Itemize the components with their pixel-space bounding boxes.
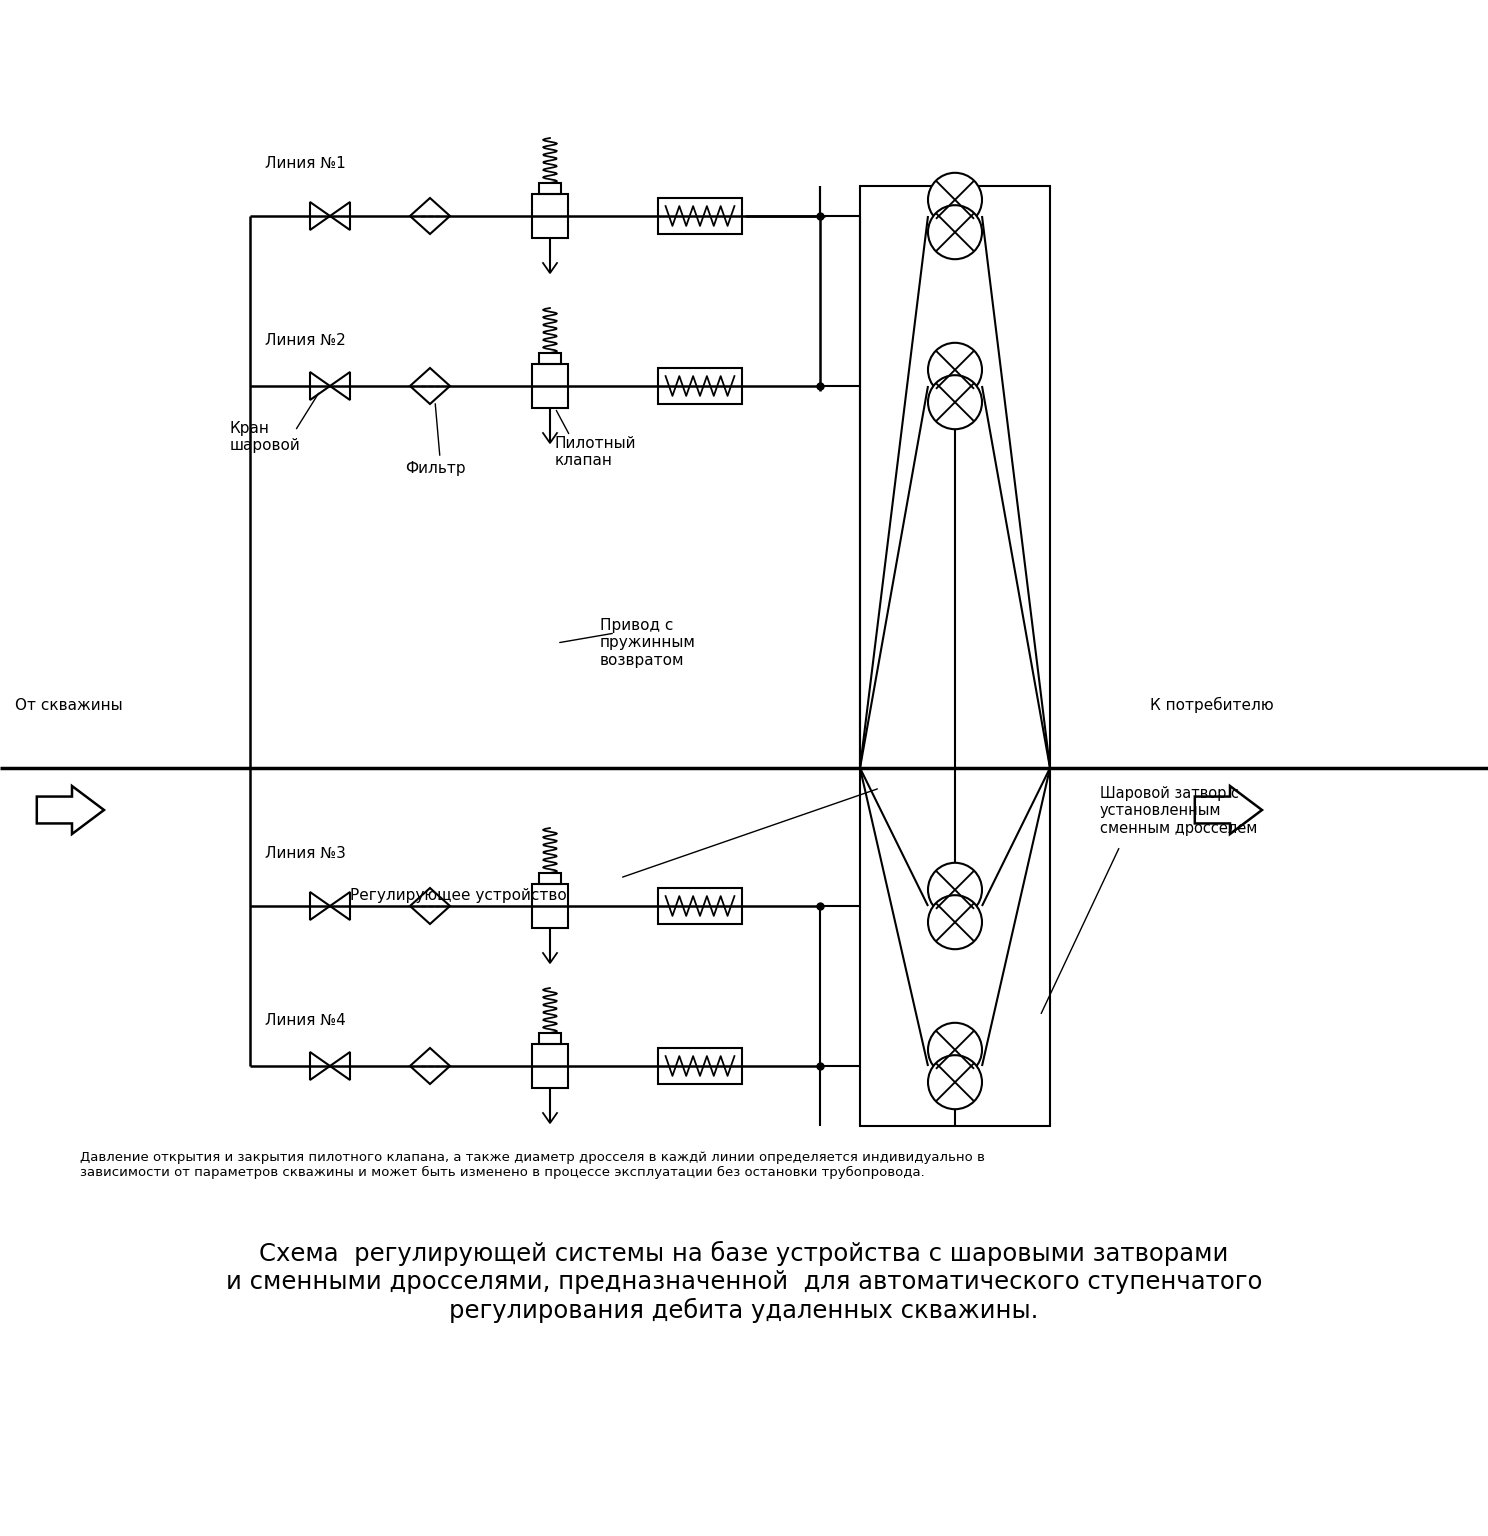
Bar [658,198,743,233]
Text: Линия №2: Линия №2 [265,333,345,349]
Text: Схема  регулирующей системы на базе устройства с шаровыми затворами
и сменными д: Схема регулирующей системы на базе устро… [226,1241,1262,1322]
Bar [539,183,561,194]
Text: От скважины: От скважины [15,697,122,713]
Bar [533,364,568,409]
Text: Пилотный
клапан: Пилотный клапан [555,436,637,468]
Circle shape [929,895,982,949]
Bar [658,1048,743,1084]
Bar [539,353,561,364]
Text: Привод с
пружинным
возвратом: Привод с пружинным возвратом [600,617,696,668]
Circle shape [929,206,982,260]
Text: Фильтр: Фильтр [405,461,466,476]
Text: Линия №3: Линия №3 [265,846,345,862]
Bar [860,186,1051,1126]
Text: Линия №4: Линия №4 [265,1014,345,1028]
Text: Линия №1: Линия №1 [265,157,345,170]
Circle shape [929,375,982,429]
Circle shape [929,1055,982,1109]
Text: Кран
шаровой: Кран шаровой [231,421,301,453]
Circle shape [929,1023,982,1077]
Text: Шаровой затвор с
установленным
сменным дросселем: Шаровой затвор с установленным сменным д… [1100,786,1257,836]
Circle shape [929,343,982,396]
Circle shape [929,863,982,917]
Bar [533,885,568,928]
Bar [533,1044,568,1087]
Bar [539,1034,561,1044]
Circle shape [929,174,982,227]
Text: Регулирующее устройство: Регулирующее устройство [350,888,567,903]
Bar [658,369,743,404]
Bar [533,194,568,238]
Text: К потребителю: К потребителю [1150,697,1274,713]
Text: Давление открытия и закрытия пилотного клапана, а также диаметр дросселя в каждй: Давление открытия и закрытия пилотного к… [80,1150,985,1180]
Bar [539,872,561,885]
Bar [658,888,743,925]
